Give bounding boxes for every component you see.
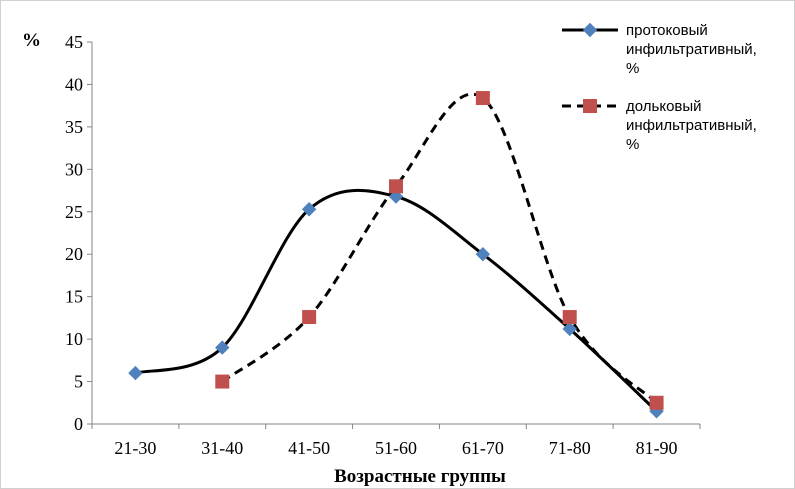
diamond-marker — [128, 365, 143, 381]
x-tick-label: 51-60 — [375, 438, 417, 458]
square-marker — [215, 374, 230, 389]
y-axis-label: % — [22, 30, 41, 51]
diamond-marker — [215, 340, 230, 355]
y-tick-label: 5 — [74, 372, 83, 392]
diamond-marker — [475, 247, 491, 262]
legend-label: протоковый — [626, 22, 708, 39]
y-tick-label: 20 — [65, 244, 83, 264]
legend: протоковый инфильтративный,% дольковый инфи… — [562, 22, 757, 153]
x-tick-label: 41-50 — [288, 438, 330, 458]
series-lines — [135, 92, 658, 413]
y-tick-label: 25 — [65, 202, 83, 222]
square-marker — [389, 179, 403, 194]
diamond-marker — [301, 202, 317, 217]
x-tick-label: 71-80 — [549, 438, 591, 458]
legend-label: % — [626, 136, 639, 153]
diamond-marker — [562, 321, 577, 337]
y-tick-label: 40 — [65, 74, 83, 94]
x-tick-label: 31-40 — [201, 438, 243, 458]
series-line-2 — [221, 92, 658, 404]
legend-label: инфильтративный, — [626, 117, 757, 134]
x-tick-label: 81-90 — [636, 438, 678, 458]
x-axis-title: Возрастные группы — [334, 466, 506, 487]
y-tick-label: 30 — [65, 159, 83, 179]
series-line-1 — [135, 188, 658, 413]
x-tick-label: 21-30 — [114, 438, 156, 458]
axes: 0 5 10 15 20 25 30 35 40 45 21-30 31-40 41-50 51-60 61… — [65, 32, 701, 458]
y-tick-label: 35 — [65, 117, 83, 137]
y-tick-label: 15 — [65, 287, 83, 307]
y-tick-label: 0 — [74, 414, 83, 434]
square-marker — [302, 310, 317, 325]
square-marker — [475, 91, 490, 106]
legend-label: дольковый — [626, 98, 702, 115]
legend-diamond-icon — [582, 22, 598, 38]
legend-square-icon — [583, 99, 597, 113]
square-marker — [649, 395, 664, 410]
series-markers — [128, 91, 664, 419]
x-tick-label: 61-70 — [462, 438, 504, 458]
legend-label: % — [626, 60, 639, 77]
y-tick-label: 45 — [65, 32, 83, 52]
square-marker — [562, 310, 577, 325]
legend-label: инфильтративный, — [626, 41, 757, 58]
y-tick-label: 10 — [65, 329, 83, 349]
